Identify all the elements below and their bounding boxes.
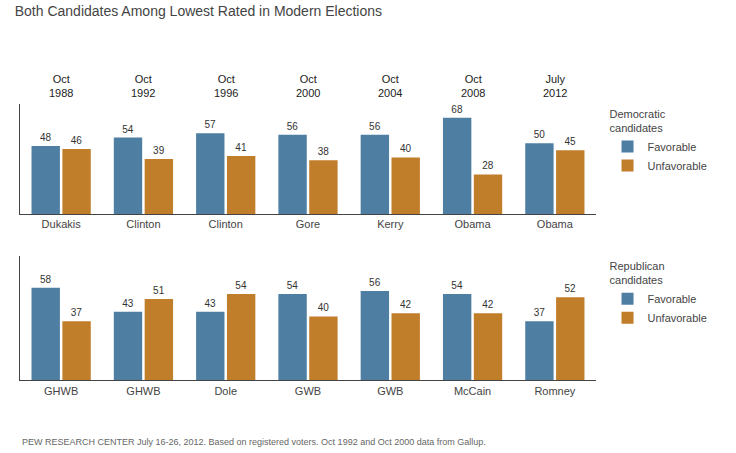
svg-text:56: 56 [369, 121, 381, 132]
svg-text:Favorable: Favorable [648, 293, 697, 305]
svg-text:Republicancandidates: Republicancandidates [610, 260, 665, 286]
svg-text:28: 28 [482, 160, 494, 171]
svg-text:Dukakis: Dukakis [42, 218, 82, 230]
svg-text:54: 54 [287, 280, 299, 291]
svg-text:McCain: McCain [454, 385, 491, 397]
svg-text:Unfavorable: Unfavorable [648, 312, 707, 324]
svg-text:GHWB: GHWB [44, 385, 78, 397]
svg-text:Oct1992: Oct1992 [131, 73, 155, 99]
svg-text:42: 42 [482, 299, 494, 310]
svg-text:GHWB: GHWB [126, 385, 160, 397]
svg-text:37: 37 [534, 307, 546, 318]
svg-text:56: 56 [369, 277, 381, 288]
svg-text:38: 38 [318, 146, 330, 157]
svg-text:Unfavorable: Unfavorable [648, 160, 707, 172]
svg-text:GWB: GWB [377, 385, 403, 397]
svg-text:54: 54 [451, 280, 463, 291]
svg-text:Clinton: Clinton [126, 218, 160, 230]
svg-text:42: 42 [400, 299, 412, 310]
svg-text:43: 43 [205, 298, 217, 309]
svg-text:56: 56 [287, 121, 299, 132]
svg-text:54: 54 [235, 280, 247, 291]
svg-text:46: 46 [71, 135, 83, 146]
svg-text:Gore: Gore [296, 218, 320, 230]
svg-text:July2012: July2012 [543, 73, 567, 99]
svg-text:37: 37 [71, 307, 83, 318]
svg-text:Dole: Dole [214, 385, 237, 397]
svg-text:Democraticcandidates: Democraticcandidates [610, 108, 666, 134]
svg-text:GWB: GWB [295, 385, 321, 397]
svg-text:Kerry: Kerry [377, 218, 404, 230]
svg-text:PEW RESEARCH CENTER July 16-26: PEW RESEARCH CENTER July 16-26, 2012. Ba… [22, 437, 486, 447]
svg-text:39: 39 [153, 145, 165, 156]
svg-text:Clinton: Clinton [209, 218, 243, 230]
svg-text:57: 57 [205, 119, 217, 130]
svg-text:54: 54 [122, 124, 134, 135]
svg-text:Oct2008: Oct2008 [461, 73, 485, 99]
svg-text:51: 51 [153, 285, 165, 296]
svg-text:48: 48 [40, 132, 52, 143]
svg-text:Obama: Obama [537, 218, 574, 230]
svg-text:Favorable: Favorable [648, 141, 697, 153]
svg-text:Oct2004: Oct2004 [378, 73, 402, 99]
svg-text:40: 40 [400, 143, 412, 154]
svg-text:Oct2000: Oct2000 [296, 73, 320, 99]
svg-text:41: 41 [235, 142, 247, 153]
svg-text:Oct1996: Oct1996 [214, 73, 238, 99]
svg-text:40: 40 [318, 302, 330, 313]
svg-text:68: 68 [451, 104, 463, 115]
svg-text:Romney: Romney [534, 385, 575, 397]
svg-text:Oct1988: Oct1988 [49, 73, 73, 99]
svg-text:58: 58 [40, 274, 52, 285]
svg-text:50: 50 [534, 129, 546, 140]
svg-text:52: 52 [565, 283, 577, 294]
svg-text:Obama: Obama [455, 218, 492, 230]
svg-text:45: 45 [565, 136, 577, 147]
svg-text:43: 43 [122, 298, 134, 309]
svg-text:Both Candidates Among Lowest R: Both Candidates Among Lowest Rated in Mo… [15, 3, 382, 19]
